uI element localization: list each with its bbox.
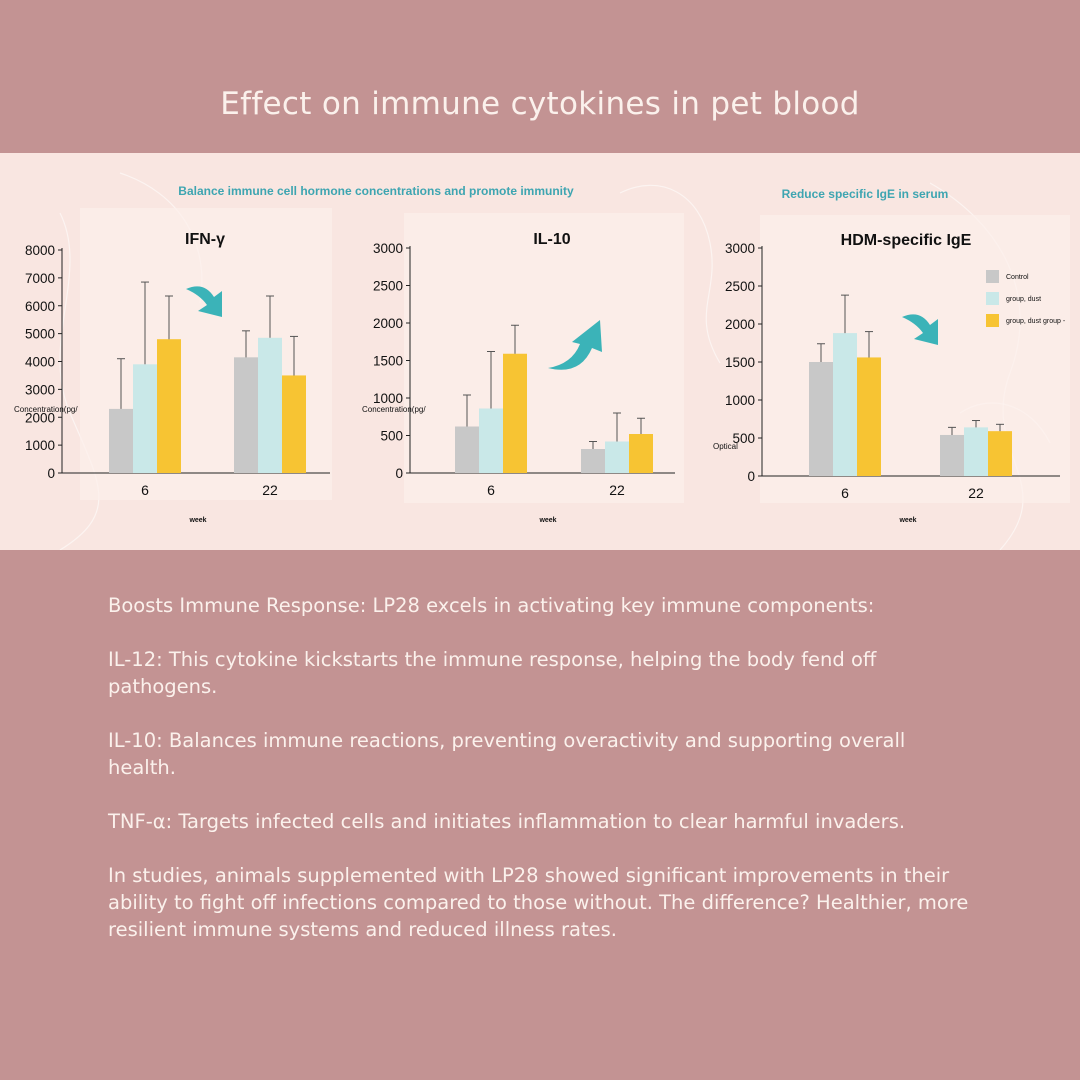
legend-swatch <box>986 292 999 305</box>
chart-3-bar <box>833 333 857 476</box>
charts-svg: Balance immune cell hormone concentratio… <box>14 172 1070 550</box>
paragraph-il12: IL-12: This cytokine kickstarts the immu… <box>108 648 877 698</box>
chart-3-y-tick-label: 0 <box>747 469 755 484</box>
chart-3-y-tick-label: 1500 <box>725 355 755 370</box>
chart-3-y-label: Optical <box>713 442 738 451</box>
chart-1-y-tick-label: 2000 <box>25 410 55 425</box>
chart-2-bar <box>629 434 653 473</box>
chart-3-x-tick-label: 22 <box>968 485 984 501</box>
chart-1-title: IFN-γ <box>185 231 225 248</box>
chart-3-y-tick-label: 3000 <box>725 241 755 256</box>
legend-label: group, dust group - <box>1006 318 1066 325</box>
chart-1-bar <box>258 337 282 473</box>
arrow-down-icon <box>902 314 938 345</box>
chart-2-title: IL-10 <box>533 231 570 248</box>
chart-2-bar <box>455 426 479 473</box>
subtitle-left: Balance immune cell hormone concentratio… <box>178 184 574 198</box>
chart-3-y-tick-label: 2000 <box>725 317 755 332</box>
chart-1-bar <box>133 364 157 473</box>
legend-label: group, dust <box>1006 296 1041 303</box>
chart-2-y-label: Concentration(pg/ <box>362 405 426 414</box>
chart-2-y-tick-label: 0 <box>395 466 403 481</box>
chart-3-bar <box>988 431 1012 476</box>
page-title: Effect on immune cytokines in pet blood <box>220 86 860 122</box>
chart-2-bar <box>503 353 527 473</box>
chart-2-x-label: week <box>538 517 556 524</box>
chart-3-y-tick-label: 500 <box>732 431 755 446</box>
paragraph-intro: Boosts Immune Response: LP28 excels in a… <box>108 594 875 617</box>
chart-1-y-tick-label: 7000 <box>25 271 55 286</box>
chart-1-y-tick-label: 5000 <box>25 327 55 342</box>
chart-3-bar <box>857 357 881 476</box>
description: Boosts Immune Response: LP28 excels in a… <box>108 592 978 970</box>
chart-1-y-tick-label: 6000 <box>25 299 55 314</box>
paragraph-studies: In studies, animals supplemented with LP… <box>108 864 969 941</box>
arrow-down-icon <box>186 286 222 317</box>
paragraph-tnf: TNF-α: Targets infected cells and initia… <box>108 810 906 833</box>
chart-2-y-tick-label: 2000 <box>373 316 403 331</box>
subtitle-right: Reduce specific IgE in serum <box>782 187 949 201</box>
chart-3-y-tick-label: 1000 <box>725 393 755 408</box>
chart-1-bar <box>109 408 133 473</box>
chart-3-x-tick-label: 6 <box>841 485 849 501</box>
paragraph-il10: IL-10: Balances immune reactions, preven… <box>108 729 906 779</box>
chart-1-bar <box>234 357 258 473</box>
legend-swatch <box>986 270 999 283</box>
chart-1-bar <box>157 339 181 473</box>
chart-1-y-tick-label: 0 <box>47 466 55 481</box>
chart-1-bar <box>282 375 306 473</box>
chart-2-bar <box>479 408 503 473</box>
chart-2-y-tick-label: 1500 <box>373 354 403 369</box>
chart-3-y-tick-label: 2500 <box>725 279 755 294</box>
chart-1-y-tick-label: 4000 <box>25 355 55 370</box>
chart-3-bar <box>809 362 833 476</box>
legend-swatch <box>986 314 999 327</box>
chart-2-bar <box>605 441 629 473</box>
chart-1-y-tick-label: 3000 <box>25 382 55 397</box>
chart-1-x-label: week <box>188 517 206 524</box>
chart-1-y-tick-label: 1000 <box>25 438 55 453</box>
chart-2-y-tick-label: 2500 <box>373 279 403 294</box>
chart-3-x-label: week <box>898 517 916 524</box>
chart-3-bar <box>940 434 964 476</box>
chart-3-bar <box>964 427 988 476</box>
chart-2-y-tick-label: 500 <box>380 429 403 444</box>
chart-2-y-tick-label: 3000 <box>373 241 403 256</box>
chart-1-x-tick-label: 22 <box>262 482 278 498</box>
arrow-up-icon <box>548 320 602 370</box>
chart-2-x-tick-label: 6 <box>487 482 495 498</box>
chart-2-x-tick-label: 22 <box>609 482 625 498</box>
chart-1-x-tick-label: 6 <box>141 482 149 498</box>
legend-label: Control <box>1006 274 1029 281</box>
chart-2-y-tick-label: 1000 <box>373 391 403 406</box>
chart-1-y-tick-label: 8000 <box>25 243 55 258</box>
chart-3-title: HDM-specific IgE <box>841 232 972 249</box>
chart-card-3 <box>760 215 1070 503</box>
chart-2-bar <box>581 449 605 473</box>
chart-panel: Balance immune cell hormone concentratio… <box>0 153 1080 550</box>
chart-1-y-label: Concentration(pg/ <box>14 405 78 414</box>
